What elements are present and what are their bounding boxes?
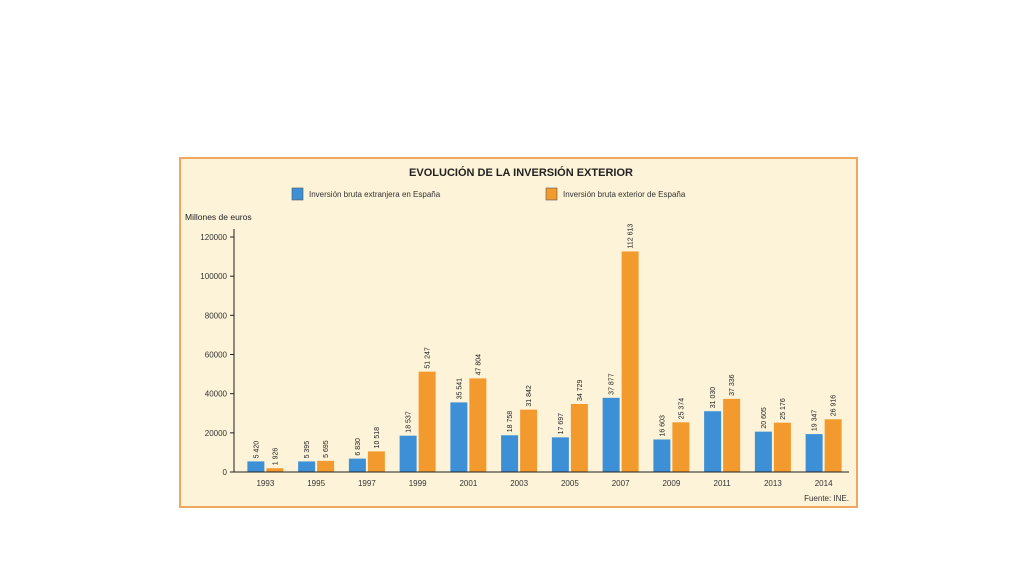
bar-value-label: 5 695 [323,440,330,458]
bar-value-label: 19 347 [812,410,819,432]
y-axis-title: Millones de euros [185,212,252,222]
y-axis: 0 20000 40000 60000 80000 100000 120000 [200,229,235,477]
bar [247,461,265,472]
x-tick-label: 1993 [256,479,274,488]
chart-panel: EVOLUCIÓN DE LA INVERSIÓN EXTERIOR Inver… [179,157,858,508]
y-tick-label: 40000 [205,390,228,399]
x-tick-label: 1995 [307,479,325,488]
bar-value-label: 1 926 [272,448,279,466]
bar-value-label: 47 804 [475,354,482,376]
y-tick-label: 80000 [205,311,228,320]
bar [450,402,468,472]
x-tick-label: 2009 [662,479,680,488]
bar [805,434,823,472]
x-tick-label: 2005 [561,479,579,488]
bar [621,251,639,472]
bar [501,435,519,472]
x-tick-label: 2014 [815,479,833,488]
bar-value-label: 17 697 [558,413,565,435]
y-tick-label: 100000 [200,272,227,281]
x-tick-label: 2003 [510,479,528,488]
bar-value-label: 20 605 [761,407,768,429]
bar [602,397,620,472]
y-tick-label: 120000 [200,233,227,242]
bar-value-label: 5 395 [304,441,311,459]
legend-swatch-orange [545,187,558,201]
y-tick-label: 0 [223,468,228,477]
bar-value-label: 10 518 [374,427,381,449]
bar [298,461,316,472]
bar-value-label: 16 603 [659,415,666,437]
bar-value-label: 31 030 [710,387,717,409]
bar-value-label: 18 758 [507,411,514,433]
bar [367,451,385,472]
bar [672,422,690,472]
bar [754,431,772,472]
chart-title: EVOLUCIÓN DE LA INVERSIÓN EXTERIOR [409,166,633,179]
bar [723,398,741,472]
bars: 5 420 1 926 5 395 5 695 6 830 10 518 18 537 51 … [247,224,842,472]
bar [520,409,538,472]
bar [266,468,284,472]
bar [653,439,671,472]
bar-value-label: 26 916 [831,395,838,417]
bar [348,458,366,472]
bar [570,403,588,472]
legend-label-orange: Inversión bruta exterior de España [563,190,686,199]
y-tick-label: 20000 [205,429,228,438]
x-tick-label: 2011 [714,479,732,488]
bar-value-label: 35 541 [456,378,463,400]
x-tick-label: 1997 [358,479,376,488]
bar-value-label: 25 374 [678,398,685,420]
bar-value-label: 51 247 [425,347,432,369]
legend-swatch-blue [291,187,304,201]
legend-label-blue: Inversión bruta extranjera en España [309,190,441,199]
bar [773,422,791,472]
bar-value-label: 37 877 [609,373,616,395]
legend: Inversión bruta extranjera en España Inv… [291,187,686,201]
bar [824,419,842,472]
bar-value-label: 18 537 [406,411,413,433]
bar [418,371,436,472]
x-tick-label: 2001 [459,479,477,488]
x-axis: 1993 1995 1997 1999 2001 2003 2005 2007 2009 2011… [234,471,849,488]
chart-svg: EVOLUCIÓN DE LA INVERSIÓN EXTERIOR Inver… [185,166,849,503]
bar-value-label: 6 830 [355,438,362,456]
y-tick-label: 60000 [205,351,228,360]
bar-value-label: 37 336 [729,374,736,396]
bar [551,437,569,472]
bar [704,411,722,472]
bar-value-label: 5 420 [253,441,260,459]
bar-value-label: 25 176 [780,398,787,420]
source-note: Fuente: INE. [804,494,849,503]
bar [317,460,335,472]
x-tick-label: 2007 [612,479,630,488]
bar [399,435,417,472]
bar [469,378,487,472]
bar-value-label: 34 729 [577,379,584,401]
bar-value-label: 112 613 [628,224,635,249]
x-tick-label: 2013 [764,479,782,488]
x-tick-label: 1999 [409,479,427,488]
bar-value-label: 31 842 [526,385,533,407]
